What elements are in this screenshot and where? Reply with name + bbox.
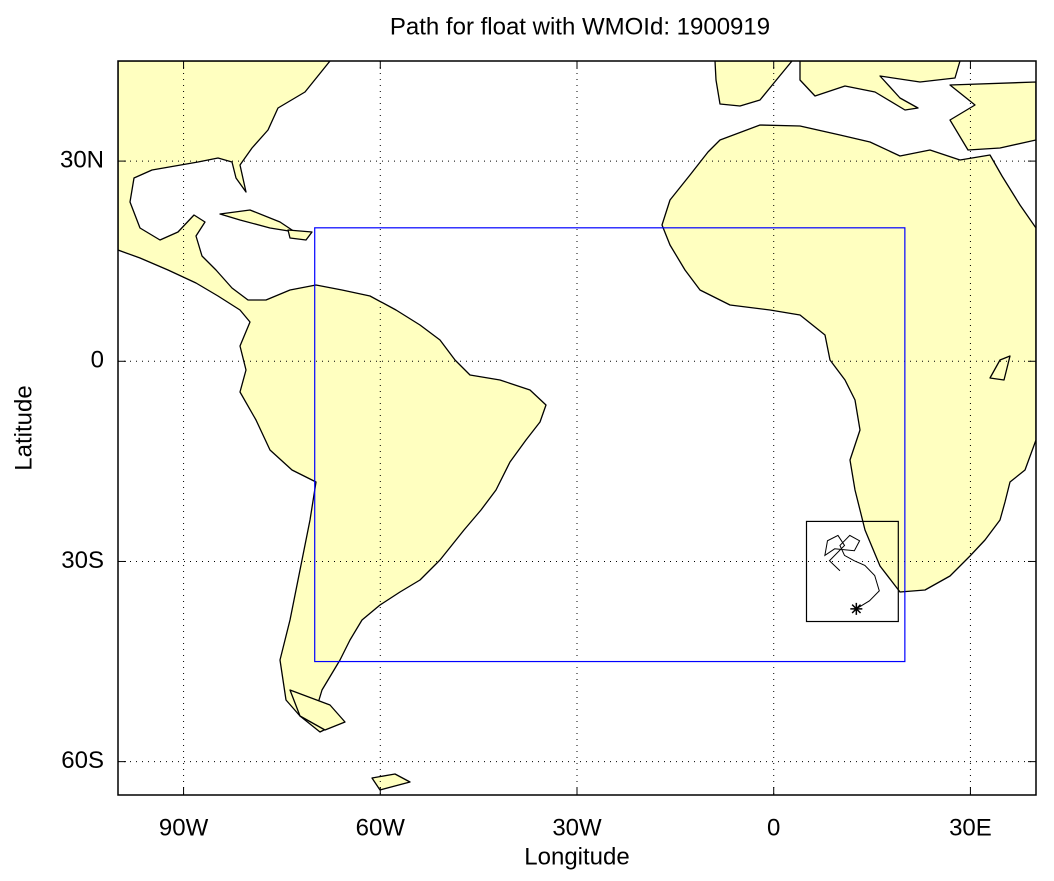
x-tick-label: 90W [159, 814, 209, 841]
coastlines [118, 61, 1036, 791]
y-tick-label: 60S [61, 747, 104, 774]
y-tick-label: 30S [61, 547, 104, 574]
region-box [805, 520, 899, 623]
cuba [219, 209, 296, 233]
y-tick-label: 0 [91, 347, 104, 374]
europe [799, 61, 961, 111]
x-tick-label: 30E [949, 814, 992, 841]
x-axis-label: Longitude [524, 843, 629, 870]
y-axis-label: Latitude [10, 385, 37, 470]
hispaniola [287, 229, 313, 241]
float-path [824, 534, 880, 610]
x-tick-label: 30W [552, 814, 602, 841]
middle-east [949, 81, 1036, 151]
africa [661, 124, 1036, 593]
region-box [314, 227, 906, 663]
x-tick-label: 60W [356, 814, 406, 841]
americas [118, 61, 547, 733]
madagascar [989, 355, 1011, 381]
tierra-del-fuego [289, 689, 346, 731]
y-tick-label: 30N [60, 146, 104, 173]
chart-title: Path for float with WMOId: 1900919 [390, 13, 770, 40]
iberia [714, 61, 793, 107]
falklands [371, 773, 411, 791]
float-start-marker [850, 602, 863, 615]
x-tick-label: 0 [767, 814, 780, 841]
